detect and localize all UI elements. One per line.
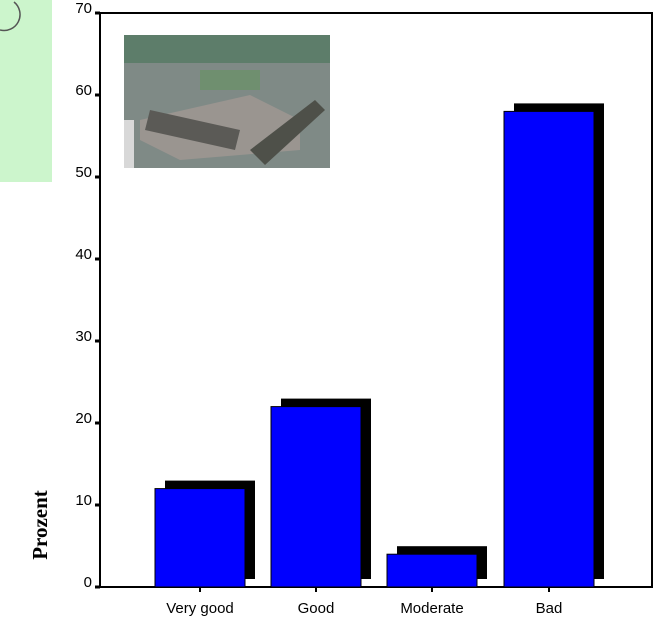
bar [386, 553, 478, 588]
photo [124, 35, 330, 168]
bar [503, 110, 595, 588]
y-tick-label: 10 [75, 492, 92, 509]
x-tick-label: Good [298, 600, 335, 617]
bar [270, 406, 362, 588]
y-tick-label: 30 [75, 328, 92, 345]
y-tick-label: 60 [75, 82, 92, 99]
x-tick-label: Moderate [400, 600, 463, 617]
side-panel [0, 0, 52, 182]
y-tick-label: 20 [75, 410, 92, 427]
y-tick-label: 0 [84, 574, 92, 591]
y-tick-label: 40 [75, 246, 92, 263]
y-axis-label: Prozent [28, 490, 52, 560]
y-tick-label: 50 [75, 164, 92, 181]
bar [154, 488, 246, 588]
decoration [0, 1, 21, 32]
x-tick-label: Very good [166, 600, 234, 617]
y-tick-label: 70 [75, 0, 92, 17]
x-tick-label: Bad [536, 600, 563, 617]
